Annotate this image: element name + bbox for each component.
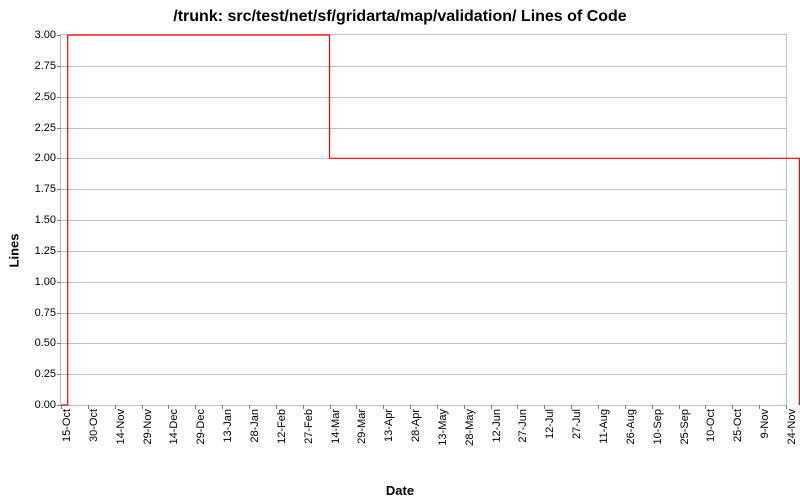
x-tick-label: 12-Feb: [276, 409, 288, 444]
y-tick-label: 1.25: [35, 245, 61, 257]
x-tick-label: 27-Jul: [571, 409, 583, 439]
y-tick-label: 2.50: [35, 91, 61, 103]
x-tick-label: 14-Nov: [115, 409, 127, 444]
x-tick-label: 13-May: [437, 409, 449, 446]
y-tick-label: 2.75: [35, 60, 61, 72]
x-tick-label: 10-Sep: [652, 409, 664, 444]
y-tick-label: 0.00: [35, 399, 61, 411]
x-tick-label: 29-Dec: [195, 409, 207, 444]
y-tick-label: 1.50: [35, 214, 61, 226]
x-tick-label: 27-Feb: [303, 409, 315, 444]
chart-title: /trunk: src/test/net/sf/gridarta/map/val…: [0, 8, 800, 26]
x-tick-label: 14-Dec: [168, 409, 180, 444]
x-tick-label: 29-Nov: [142, 409, 154, 444]
y-tick-label: 1.00: [35, 276, 61, 288]
chart-root: /trunk: src/test/net/sf/gridarta/map/val…: [0, 0, 800, 500]
x-tick-label: 24-Nov: [786, 409, 798, 444]
x-tick-label: 28-Apr: [410, 409, 422, 442]
x-tick-label: 28-May: [464, 409, 476, 446]
plot-area: 0.000.250.500.751.001.251.501.752.002.25…: [60, 34, 787, 406]
series-lines-of-code: [61, 35, 786, 405]
y-axis-label: Lines: [7, 233, 22, 267]
x-tick-label: 25-Oct: [732, 409, 744, 442]
y-tick-label: 0.25: [35, 368, 61, 380]
y-tick-label: 3.00: [35, 29, 61, 41]
x-tick-label: 12-Jun: [491, 409, 503, 443]
x-tick-label: 26-Aug: [625, 409, 637, 444]
x-tick-label: 11-Aug: [598, 409, 610, 444]
x-tick-label: 28-Jan: [249, 409, 261, 443]
x-tick-label: 30-Oct: [88, 409, 100, 442]
x-tick-label: 25-Sep: [679, 409, 691, 444]
y-tick-label: 0.75: [35, 307, 61, 319]
x-tick-label: 13-Jan: [222, 409, 234, 443]
series-line: [61, 35, 799, 405]
x-tick-label: 9-Nov: [759, 409, 771, 438]
x-tick-label: 14-Mar: [330, 409, 342, 444]
y-axis-label-container: Lines: [4, 0, 24, 500]
y-tick-label: 0.50: [35, 337, 61, 349]
x-tick-label: 10-Oct: [705, 409, 717, 442]
x-tick-label: 15-Oct: [61, 409, 73, 442]
y-tick-label: 2.25: [35, 122, 61, 134]
x-tick-label: 13-Apr: [383, 409, 395, 442]
y-tick-label: 1.75: [35, 183, 61, 195]
x-tick-label: 29-Mar: [356, 409, 368, 444]
x-axis-label: Date: [0, 483, 800, 498]
x-tick-label: 12-Jul: [544, 409, 556, 439]
x-tick-label: 27-Jun: [517, 409, 529, 443]
y-tick-label: 2.00: [35, 152, 61, 164]
